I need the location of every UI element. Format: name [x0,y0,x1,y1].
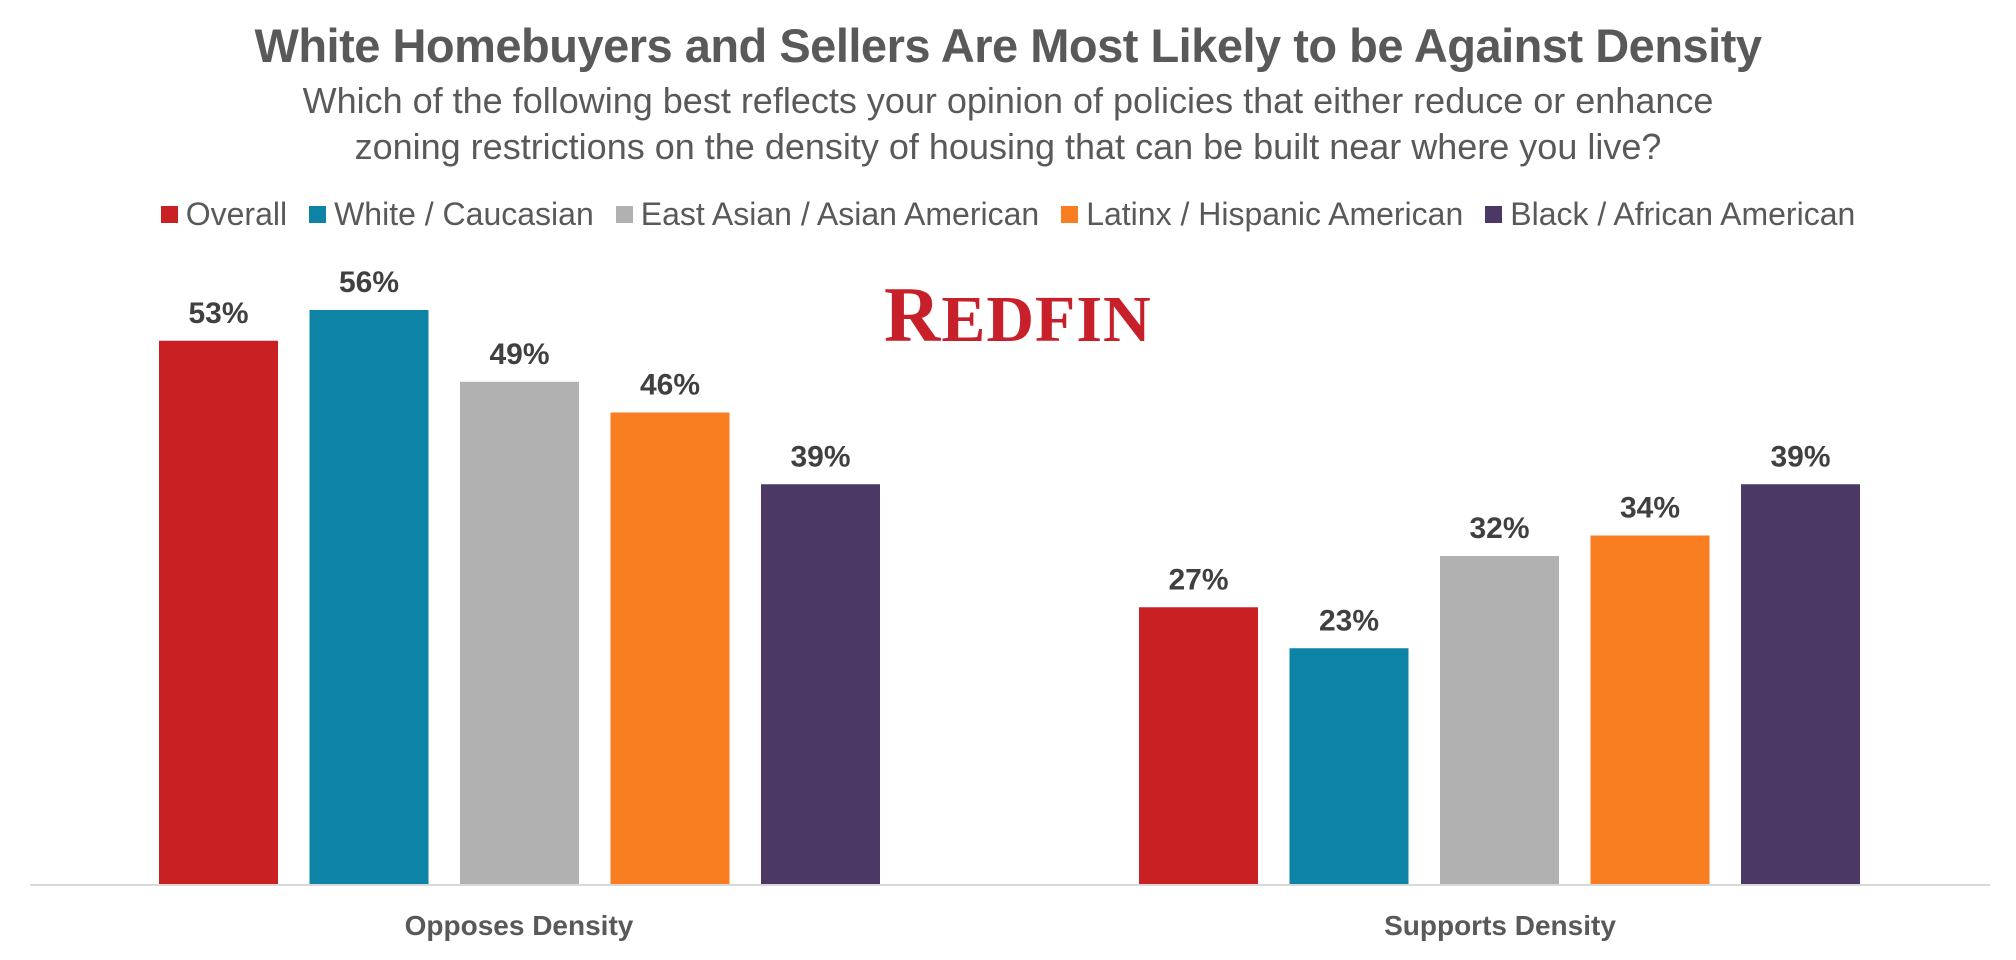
legend-item: Latinx / Hispanic American [1061,196,1463,233]
bar [1440,556,1559,884]
data-label: 53% [188,297,248,330]
legend-item: East Asian / Asian American [615,196,1040,233]
legend: Overall White / Caucasian East Asian / Asi… [0,196,2016,233]
data-label: 49% [489,338,549,371]
chart-subtitle-line-2: zoning restrictions on the density of ho… [354,126,1662,167]
legend-label: East Asian / Asian American [640,196,1040,232]
data-label: 46% [640,369,700,402]
legend-swatch [160,206,178,223]
bar [610,412,730,884]
bar [309,310,429,884]
legend-label: Latinx / Hispanic American [1086,196,1464,232]
legend-item: Overall [160,196,288,233]
category-label: Supports Density [1384,910,1616,941]
legend-item: Black / African American [1485,196,1855,233]
data-label: 56% [339,266,399,299]
legend-label: Overall [185,196,288,232]
bar [1741,484,1860,884]
bar [1590,535,1710,884]
chart-title: White Homebuyers and Sellers Are Most Li… [254,19,1762,72]
bar [761,484,880,884]
data-label: 32% [1469,512,1529,545]
legend-swatch [1485,206,1503,223]
bar [159,340,278,884]
legend-swatch [309,206,327,223]
data-label: 39% [1770,440,1830,473]
data-label: 39% [790,440,850,473]
bar [1289,648,1409,884]
legend-swatch [615,206,633,223]
legend-label: Black / African American [1510,196,1856,232]
chart-subtitle-line-1: Which of the following best reflects you… [302,80,1714,121]
category-label: Opposes Density [405,910,634,941]
redfin-logo: REDFIN [884,271,1152,358]
bar [1139,607,1258,884]
data-label: 23% [1319,604,1379,637]
legend-label: White / Caucasian [334,196,594,232]
legend-item: White / Caucasian [309,196,594,233]
bar [460,381,579,884]
data-label: 34% [1620,492,1680,525]
legend-swatch [1061,206,1079,223]
data-label: 27% [1168,563,1228,596]
